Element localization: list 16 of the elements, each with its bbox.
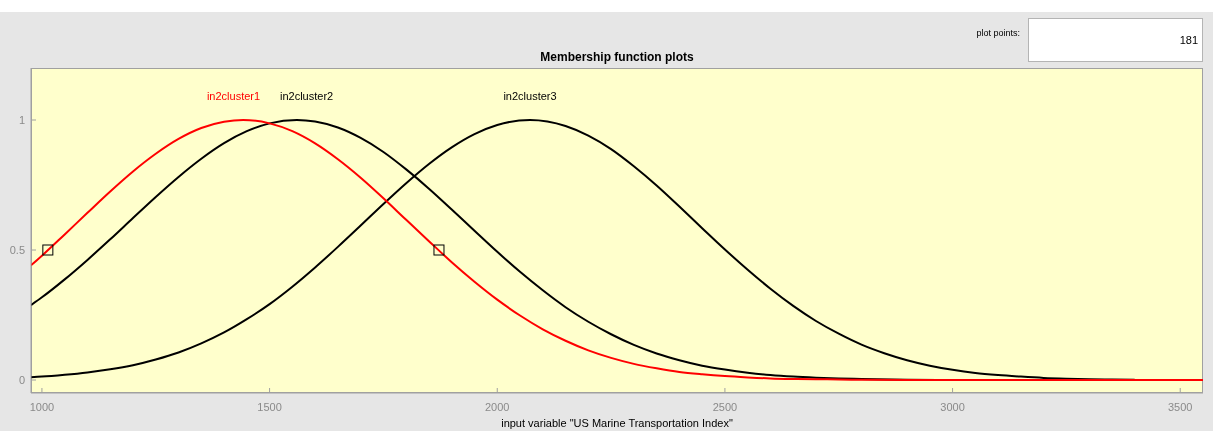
x-axis-title: input variable "US Marine Transportation Index" [501,417,733,429]
x-tick-label: 2000 [485,400,510,413]
y-tick-label: 1 [18,113,25,126]
y-tick-label: 0 [18,373,25,386]
x-tick-label: 2500 [712,400,738,413]
series-label: in2cluster2 [279,90,334,102]
x-tick-label: 3000 [940,400,965,413]
series-label: in2cluster3 [503,90,557,102]
text: plot points: [976,28,1020,38]
text-field: 181 [1028,18,1203,62]
series-label: in2cluster1 [206,90,261,102]
x-tick-label: 1000 [29,400,55,413]
x-tick-label: 3500 [1167,400,1193,413]
y-tick-label: 0.5 [9,243,25,256]
x-tick-label: 1500 [257,400,282,413]
chart-title: Membership function plots [540,50,694,64]
